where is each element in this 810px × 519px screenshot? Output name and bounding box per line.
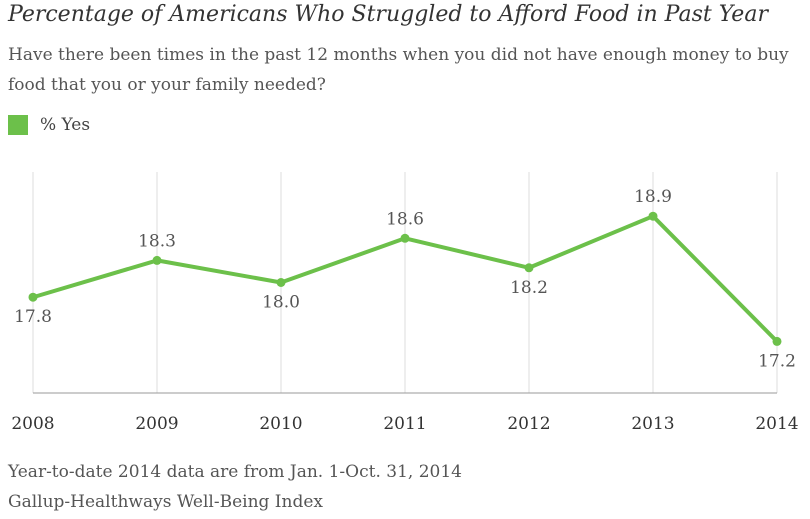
data-label-2012: 18.2 [510,278,548,298]
data-label-2010: 18.0 [262,293,300,313]
legend: % Yes [8,115,90,135]
chart-subtitle: Have there been times in the past 12 mon… [8,45,789,95]
data-label-2011: 18.6 [386,209,424,229]
x-tick-label-2013: 2013 [631,414,674,434]
legend-label: % Yes [40,115,91,135]
footnote-source: Gallup-Healthways Well-Being Index [8,492,324,512]
data-point-2009 [152,255,162,265]
data-label-2008: 17.8 [14,307,52,327]
data-point-2008 [28,292,38,302]
data-point-2012 [524,263,534,273]
data-point-2014 [772,336,782,346]
data-label-2013: 18.9 [634,187,672,207]
data-label-2014: 17.2 [758,351,796,371]
legend-swatch [8,115,28,135]
x-tick-label-2014: 2014 [755,414,798,434]
data-point-2013 [648,211,658,221]
data-point-2010 [276,278,286,287]
x-tick-label-2008: 2008 [11,414,54,434]
line-chart: 2008 2009 2010 2011 2012 2013 2014 17.8 18.3 18.0… [11,172,799,434]
x-tick-label-2012: 2012 [507,414,550,434]
data-point-2011 [400,233,410,243]
data-label-2009: 18.3 [138,231,176,251]
x-tick-label-2009: 2009 [135,414,178,434]
x-tick-label-2010: 2010 [259,414,302,434]
x-tick-label-2011: 2011 [383,414,426,434]
footnote-date-range: Year-to-date 2014 data are from Jan. 1-O… [8,462,462,482]
chart-title: Percentage of Americans Who Struggled to… [8,2,768,27]
